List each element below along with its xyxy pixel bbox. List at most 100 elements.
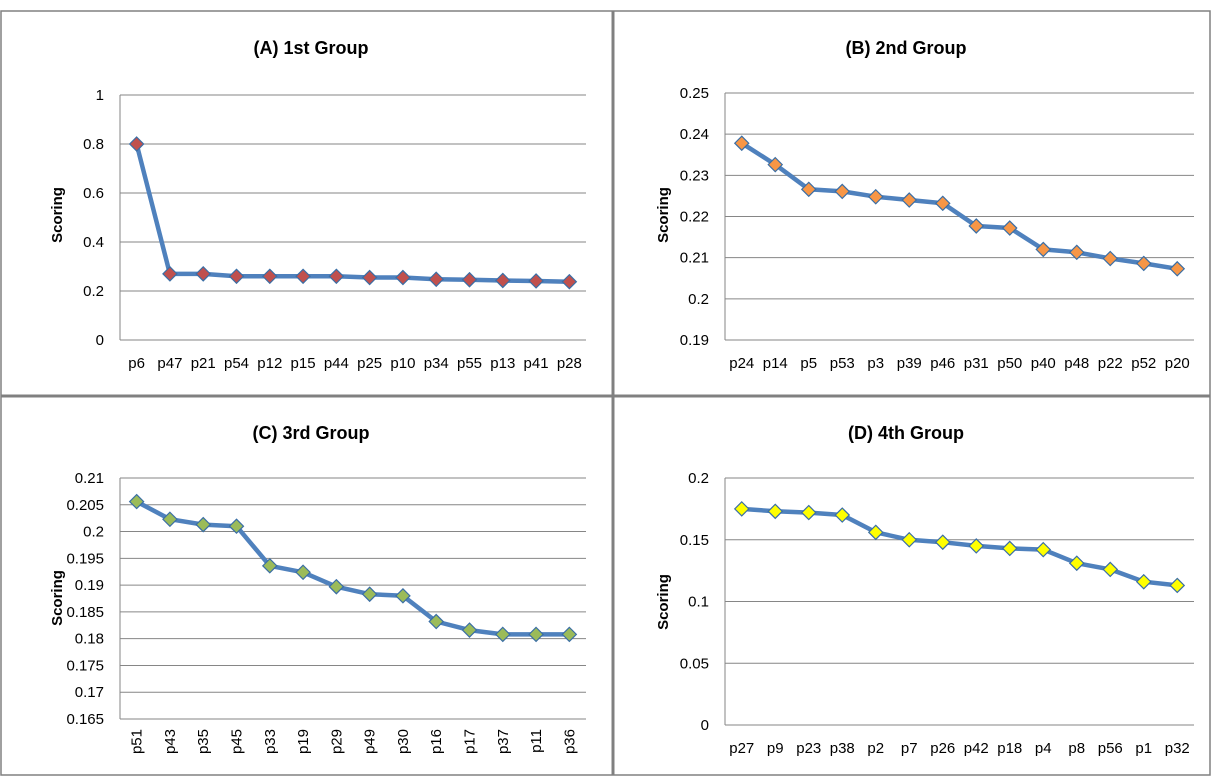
panel-a-xtick-label: p41 (524, 355, 549, 372)
panel-a-data-point (328, 268, 345, 285)
panel-b-data-point (1068, 244, 1085, 261)
panel-d-ylabel: Scoring (655, 574, 672, 630)
panel-b-ytick-label: 0.24 (680, 126, 709, 143)
panel-c-ytick-label: 0.19 (75, 577, 104, 594)
panel-c-data-point (528, 626, 544, 643)
panel-d-data-point (901, 531, 918, 548)
panel-a-series-line (134, 141, 572, 284)
panel-c-ytick-label: 0.17 (75, 684, 104, 701)
panel-c-xtick-label: p37 (495, 729, 512, 754)
panel-d: (D) 4th Group Scoring 0 0.05 0.1 0.15 0.2 p27… (655, 423, 1194, 757)
panel-a-xtick-label: p34 (424, 355, 449, 372)
panel-c-xtick-label: p11 (528, 729, 545, 753)
panel-b-xtick-label: p31 (964, 355, 989, 372)
panel-b-data-point (1135, 255, 1152, 272)
panel-c-ytick-label: 0.175 (66, 657, 104, 674)
panel-b-xtick-label: p46 (930, 355, 955, 372)
panel-a-xtick-label: p55 (457, 355, 482, 372)
panel-b-data-point (767, 156, 784, 173)
panel-b-data-point (733, 135, 750, 152)
panel-c-xtick-label: p19 (295, 729, 312, 754)
panel-b-plot: 0.19 0.2 0.21 0.22 0.23 0.24 0.25 p24 p14 p5 p53 p3… (680, 85, 1194, 372)
panel-a-xtick-label: p6 (128, 355, 145, 372)
panel-d-ytick-label: 0.2 (688, 470, 709, 487)
panel-c-data-point (162, 511, 178, 528)
panel-b-title: (B) 2nd Group (846, 38, 967, 58)
panel-b-data-point (1001, 220, 1018, 236)
panel-d-xtick-label: p7 (901, 740, 918, 757)
panel-d-plot: 0 0.05 0.1 0.15 0.2 p27 p9 p23 p38 p2 p7 p26 p42 p18 p… (680, 470, 1194, 757)
panel-c-xtick-label: p33 (262, 729, 279, 754)
panel-d-ytick-label: 0 (701, 717, 709, 734)
panel-d-xtick-label: p38 (830, 740, 855, 757)
panel-c-data-point (295, 564, 311, 581)
panel-c-data-point (361, 586, 378, 603)
panel-b-xtick-label: p50 (997, 355, 1022, 372)
panel-d-title: (D) 4th Group (848, 423, 964, 443)
panel-b-ytick-label: 0.2 (688, 291, 709, 308)
panel-a-data-point (528, 273, 544, 289)
panel-b-xtick-label: p52 (1131, 355, 1156, 372)
panel-a-data-point (128, 136, 145, 152)
panel-a-data-point (295, 268, 311, 285)
panel-b-data-point (901, 192, 918, 208)
panel-a-xtick-label: p47 (157, 355, 182, 372)
panel-d-data-point (733, 501, 750, 517)
panel-c-xtick-label: p16 (428, 729, 445, 754)
panel-a-ytick-label: 0.6 (83, 185, 104, 202)
panel-c-title: (C) 3rd Group (253, 423, 370, 443)
panel-d-xtick-label: p1 (1135, 740, 1152, 757)
panel-a-ytick-label: 0 (96, 332, 104, 349)
panel-a-xtick-label: p44 (324, 355, 349, 372)
panel-a-data-point (228, 268, 245, 285)
panel-a-data-point (395, 269, 411, 286)
panel-d-xtick-label: p8 (1068, 740, 1085, 757)
panel-a-ylabel: Scoring (49, 187, 66, 243)
panel-d-data-point (934, 534, 951, 551)
panel-d-ytick-label: 0.15 (680, 532, 709, 549)
panel-c: (C) 3rd Group Scoring 0.165 0.17 0.175 0.18… (49, 423, 586, 754)
panel-b-xtick-label: p14 (763, 355, 788, 372)
panel-a-ytick-label: 0.8 (83, 136, 104, 153)
panel-b-xtick-label: p20 (1165, 355, 1190, 372)
panel-c-xtick-label: p29 (328, 729, 345, 754)
panel-b-ytick-label: 0.23 (680, 167, 709, 184)
panel-c-xtick-label: p17 (462, 729, 479, 754)
panel-c-data-point (228, 518, 245, 535)
panel-a-data-point (428, 271, 445, 288)
panel-a-data-point (162, 266, 178, 282)
panel-c-ytick-label: 0.21 (75, 470, 104, 487)
panel-b-xtick-label: p40 (1031, 355, 1056, 372)
panel-c-ytick-label: 0.165 (66, 711, 104, 728)
panel-a-xtick-label: p12 (257, 355, 282, 372)
panel-b-xtick-label: p5 (800, 355, 817, 372)
panel-d-xtick-label: p4 (1035, 740, 1052, 757)
panel-c-xtick-label: p36 (561, 729, 578, 754)
panel-d-xtick-label: p42 (964, 740, 989, 757)
panel-c-data-point (428, 613, 445, 630)
panel-d-data-point (1068, 555, 1085, 572)
panel-b-data-point (934, 195, 951, 212)
panel-b-ylabel: Scoring (655, 187, 672, 243)
panel-c-ytick-label: 0.18 (75, 631, 104, 648)
panel-b-data-point (1102, 250, 1119, 267)
panel-a-data-point (361, 269, 378, 286)
panel-a-xtick-label: p21 (191, 355, 216, 372)
panel-a-xtick-label: p25 (357, 355, 382, 372)
panel-b-data-point (867, 188, 884, 205)
panel-d-data-point (800, 504, 817, 521)
panel-d-xtick-label: p23 (796, 740, 821, 757)
panel-c-ytick-label: 0.205 (66, 497, 104, 514)
panel-c-data-point (395, 587, 411, 604)
panel-b-xtick-label: p3 (867, 355, 884, 372)
panel-c-xtick-label: p30 (395, 729, 412, 754)
panel-b-series-line (739, 140, 1180, 272)
panel-d-data-point (1102, 561, 1119, 578)
panel-b-xtick-label: p39 (897, 355, 922, 372)
panel-b-data-point (834, 183, 851, 200)
panel-c-xtick-label: p35 (195, 729, 212, 754)
panel-d-data-point (1001, 540, 1018, 557)
panel-a-xtick-label: p15 (291, 355, 316, 372)
panel-a-ytick-label: 1 (96, 87, 104, 104)
panel-a-plot: 0 0.2 0.4 0.6 0.8 1 p6 p47 p21 p54 p12 p15 p44 p25 p10… (83, 87, 586, 372)
